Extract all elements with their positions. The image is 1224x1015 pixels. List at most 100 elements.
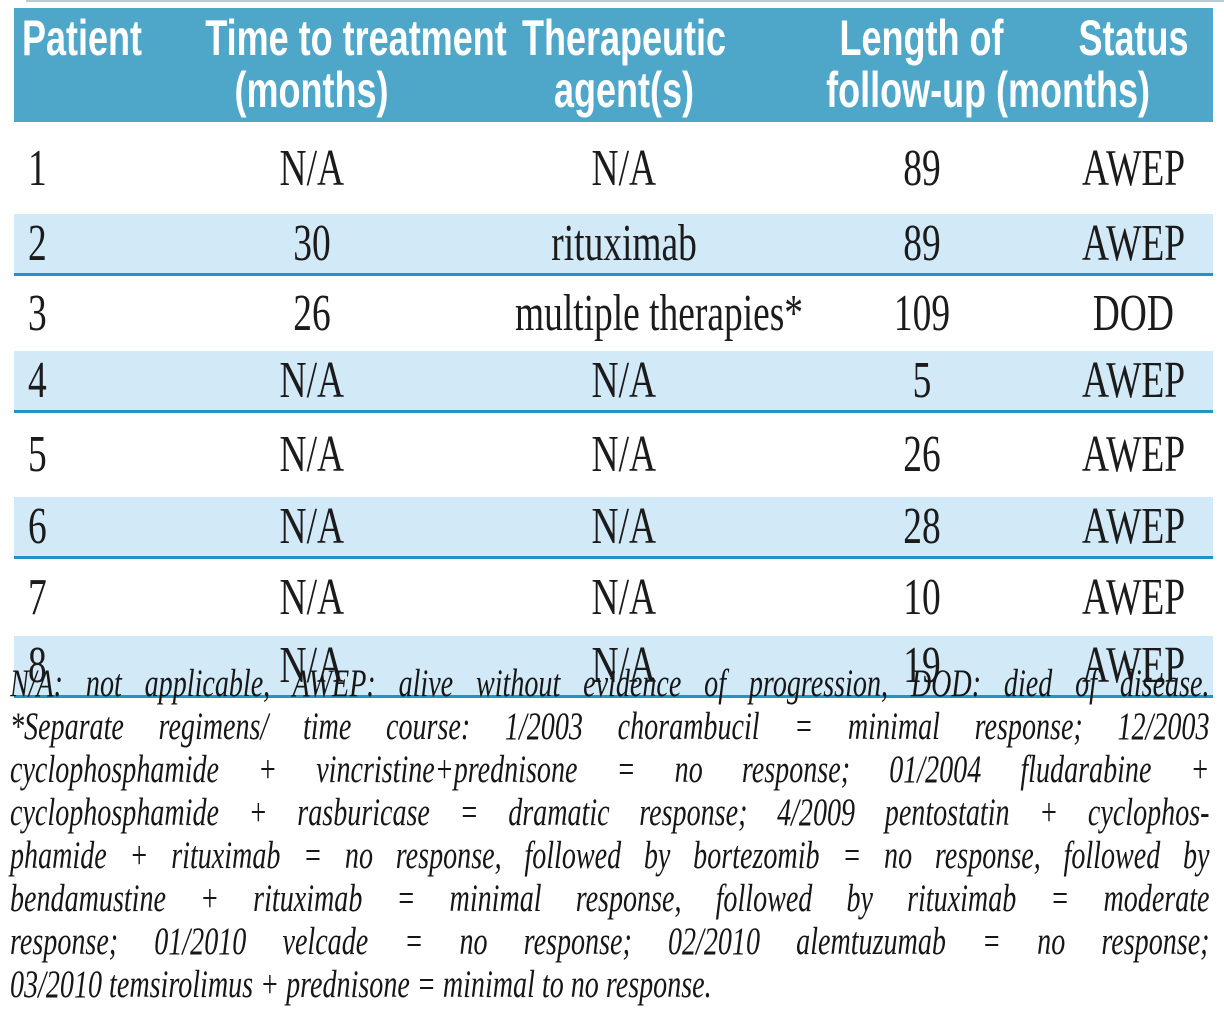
status-cell: AWEP xyxy=(1054,636,1213,697)
patient-cell: 2 xyxy=(14,214,164,275)
length-followup-cell: 10 xyxy=(789,558,1054,636)
footnote-line: *Separate regimens/ time course: 1/2003 … xyxy=(10,705,1210,748)
therapeutic-agents-cell: N/A xyxy=(459,351,789,412)
time-to-treatment-value: N/A xyxy=(279,498,344,555)
therapeutic-agents-cell: N/A xyxy=(459,411,789,497)
patient-value: 2 xyxy=(28,215,47,272)
footnote-abbreviations-line: N/A: not applicable, AWEP: alive without… xyxy=(10,662,1210,705)
footnote-line: bendamustine + rituximab = minimal respo… xyxy=(10,877,1210,920)
therapeutic-agents-cell: N/A xyxy=(459,636,789,697)
patient-value: 1 xyxy=(28,139,47,197)
therapeutic-agents-value: N/A xyxy=(591,426,657,484)
therapeutic-agents-cell: N/A xyxy=(459,497,789,558)
length-followup-value: 19 xyxy=(902,636,941,694)
status-value: DOD xyxy=(1092,284,1175,342)
patient-value: 4 xyxy=(28,351,47,409)
status-cell: DOD xyxy=(1054,275,1213,351)
table-row: 6 N/A N/A 28 AWEP xyxy=(14,497,1213,558)
column-header-label: agent(s) xyxy=(553,62,695,118)
time-to-treatment-value: 26 xyxy=(292,284,331,342)
patient-treatment-table: Patient Time to treatment (months) Thera… xyxy=(14,8,1213,698)
status-value: AWEP xyxy=(1081,351,1186,409)
column-header-patient: Patient xyxy=(14,8,164,122)
column-header-label: Status xyxy=(1078,10,1189,66)
length-followup-value: 89 xyxy=(902,139,941,197)
column-header-label: follow-up (months) xyxy=(826,62,1151,118)
patient-value: 5 xyxy=(28,426,47,484)
length-followup-value: 28 xyxy=(902,498,941,555)
column-header-label: Time to treatment xyxy=(205,10,507,66)
therapeutic-agents-value: rituximab xyxy=(551,215,697,272)
column-header-length-followup: Length of follow-up (months) xyxy=(789,8,1151,122)
therapeutic-agents-value: N/A xyxy=(591,139,657,197)
length-followup-cell: 5 xyxy=(789,351,1054,412)
therapeutic-agents-value: N/A xyxy=(591,568,657,626)
status-cell: AWEP xyxy=(1054,214,1213,275)
column-header-label: Length of xyxy=(839,10,1004,66)
therapeutic-agents-value: N/A xyxy=(591,351,657,409)
status-value: AWEP xyxy=(1081,498,1186,555)
length-followup-cell: 28 xyxy=(789,497,1054,558)
status-value: AWEP xyxy=(1081,568,1186,626)
time-to-treatment-cell: N/A xyxy=(164,411,459,497)
therapeutic-agents-value: multiple therapies* xyxy=(515,284,804,342)
time-to-treatment-cell: N/A xyxy=(164,558,459,636)
length-followup-cell: 19 xyxy=(789,636,1054,697)
column-header-label: Therapeutic xyxy=(521,10,727,66)
length-followup-value: 26 xyxy=(902,426,941,484)
footnote-line: phamide + rituximab = no response, follo… xyxy=(10,834,1210,877)
time-to-treatment-value: N/A xyxy=(279,351,344,409)
table-row: 1 N/A N/A 89 AWEP xyxy=(14,122,1213,214)
length-followup-cell: 26 xyxy=(789,411,1054,497)
table-row: 8 N/A N/A 19 AWEP xyxy=(14,635,1213,697)
patient-cell: 8 xyxy=(14,636,164,697)
time-to-treatment-value: N/A xyxy=(279,139,344,197)
column-header-label: (months) xyxy=(234,62,389,118)
time-to-treatment-cell: N/A xyxy=(164,351,459,412)
table-row: 7 N/A N/A 10 AWEP xyxy=(14,558,1213,636)
status-cell: AWEP xyxy=(1054,122,1213,214)
footnote-line: cyclophosphamide + vincristine+prednison… xyxy=(10,748,1210,791)
time-to-treatment-cell: N/A xyxy=(164,636,459,697)
status-cell: AWEP xyxy=(1054,497,1213,558)
length-followup-value: 109 xyxy=(893,284,950,342)
top-rule-divider xyxy=(26,0,1224,2)
status-value: AWEP xyxy=(1081,215,1186,272)
status-value: AWEP xyxy=(1081,636,1186,694)
patient-value: 8 xyxy=(28,636,47,694)
length-followup-value: 5 xyxy=(912,351,931,409)
patient-cell: 6 xyxy=(14,497,164,558)
status-cell: AWEP xyxy=(1054,411,1213,497)
column-header-status: Status xyxy=(1054,8,1213,122)
column-header-time-to-treatment: Time to treatment (months) xyxy=(164,8,507,122)
therapeutic-agents-cell: N/A xyxy=(459,122,789,214)
column-header-therapeutic-agents: Therapeutic agent(s) xyxy=(459,8,789,122)
therapeutic-agents-value: N/A xyxy=(591,636,657,694)
time-to-treatment-cell: 30 xyxy=(164,214,459,275)
table-footnote: N/A: not applicable, AWEP: alive without… xyxy=(10,662,1210,1006)
therapeutic-agents-cell: N/A xyxy=(459,558,789,636)
table-header-row: Patient Time to treatment (months) Thera… xyxy=(14,8,1213,122)
column-header-label: Patient xyxy=(22,10,143,66)
patient-cell: 5 xyxy=(14,411,164,497)
time-to-treatment-value: 30 xyxy=(292,215,331,272)
table-row: 5 N/A N/A 26 AWEP xyxy=(14,411,1213,497)
therapeutic-agents-value: N/A xyxy=(591,498,657,555)
length-followup-cell: 89 xyxy=(789,214,1054,275)
length-followup-value: 89 xyxy=(902,215,941,272)
therapeutic-agents-cell: rituximab xyxy=(459,214,789,275)
time-to-treatment-cell: N/A xyxy=(164,122,459,214)
status-value: AWEP xyxy=(1081,139,1186,197)
status-value: AWEP xyxy=(1081,426,1186,484)
status-cell: AWEP xyxy=(1054,351,1213,412)
patient-cell: 1 xyxy=(14,122,164,214)
table-row: 2 30 rituximab 89 AWEP xyxy=(14,214,1213,275)
time-to-treatment-value: N/A xyxy=(279,426,344,484)
table-row: 3 26 multiple therapies* 109 DOD xyxy=(14,275,1213,351)
therapeutic-agents-cell: multiple therapies* xyxy=(459,275,803,351)
time-to-treatment-cell: N/A xyxy=(164,497,459,558)
patient-cell: 3 xyxy=(14,275,164,351)
patient-cell: 4 xyxy=(14,351,164,412)
patient-cell: 7 xyxy=(14,558,164,636)
